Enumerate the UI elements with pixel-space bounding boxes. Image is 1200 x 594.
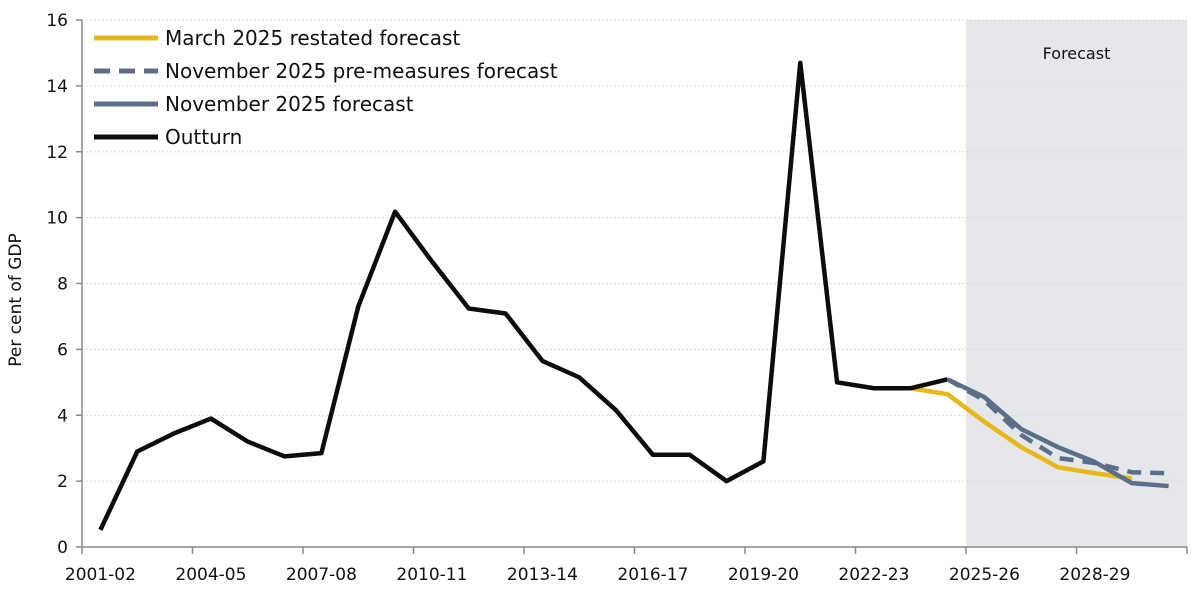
y-tick-label: 12: [46, 143, 68, 163]
y-axis-label: Per cent of GDP: [6, 233, 26, 366]
x-tick-label: 2013-14: [507, 565, 578, 585]
y-tick-label: 4: [57, 406, 68, 426]
x-tick-label: 2016-17: [617, 565, 688, 585]
x-tick-label: 2019-20: [728, 565, 799, 585]
x-tick-label: 2028-29: [1059, 565, 1130, 585]
legend-label: November 2025 forecast: [165, 92, 414, 116]
y-tick-label: 6: [57, 340, 68, 360]
legend-label: March 2025 restated forecast: [165, 26, 460, 50]
y-tick-label: 8: [57, 275, 68, 295]
x-tick-label: 2004-05: [175, 565, 246, 585]
x-tick-label: 2001-02: [65, 565, 136, 585]
y-tick-label: 16: [46, 11, 68, 31]
y-tick-label: 0: [57, 538, 68, 558]
x-tick-label: 2010-11: [396, 565, 467, 585]
y-tick-label: 10: [46, 209, 68, 229]
x-tick-label: 2025-26: [949, 565, 1020, 585]
y-tick-label: 2: [57, 472, 68, 492]
forecast-region-label: Forecast: [1043, 44, 1111, 63]
x-tick-label: 2022-23: [838, 565, 909, 585]
legend-label: Outturn: [165, 125, 242, 149]
y-tick-label: 14: [46, 77, 68, 97]
legend-label: November 2025 pre-measures forecast: [165, 59, 558, 83]
x-tick-label: 2007-08: [286, 565, 357, 585]
